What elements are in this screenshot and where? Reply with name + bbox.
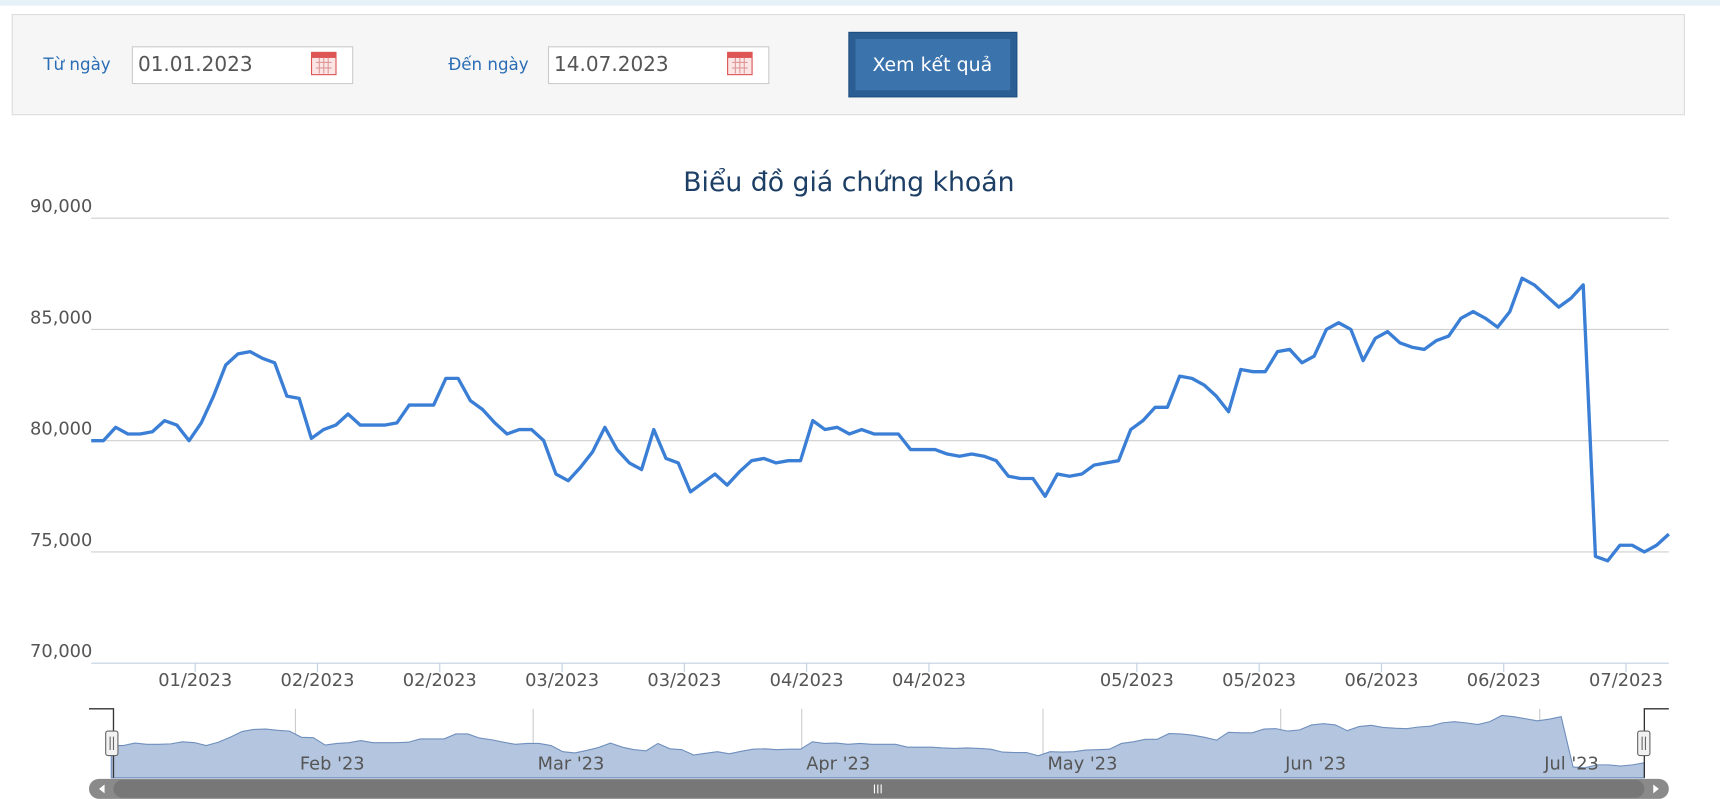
navigator-area xyxy=(110,714,1645,779)
button-face xyxy=(855,39,1011,91)
button-label: Xem kết quả xyxy=(872,54,992,76)
navigator-label: May '23 xyxy=(1047,753,1117,774)
x-tick-label: 06/2023 xyxy=(1344,670,1418,691)
x-tick-label: 05/2023 xyxy=(1222,670,1296,691)
to-value: 14.07.2023 xyxy=(554,52,669,76)
y-tick-label: 75,000 xyxy=(30,530,92,551)
y-tick-label: 90,000 xyxy=(30,196,92,217)
thumb-grip xyxy=(873,784,882,794)
x-tick-label: 06/2023 xyxy=(1467,670,1541,691)
price-line xyxy=(91,276,1670,563)
navigator: Feb '23 Mar '23 Apr '23 May '23 Jun '23 Jul '… xyxy=(110,708,1645,779)
y-tick-label: 80,000 xyxy=(30,419,92,440)
to-calendar[interactable] xyxy=(727,51,753,76)
x-tick-label: 04/2023 xyxy=(892,670,966,691)
plot: 70,000 75,000 80,000 85,000 90,000 01/2023 02/… xyxy=(30,196,1670,691)
navigator-label: Jul '23 xyxy=(1543,753,1599,774)
x-tick-label: 02/2023 xyxy=(403,670,477,691)
from-calendar[interactable] xyxy=(310,51,337,76)
x-tick-label: 07/2023 xyxy=(1589,670,1663,691)
top-strip xyxy=(0,0,1720,6)
right-handle[interactable] xyxy=(1637,730,1651,757)
navigator-label: Jun '23 xyxy=(1284,753,1346,774)
x-tick-label: 05/2023 xyxy=(1100,670,1174,691)
y-tick-label: 85,000 xyxy=(30,307,92,328)
navigator-label: Feb '23 xyxy=(300,753,365,774)
scrollbar-thumb[interactable] xyxy=(113,779,1645,798)
left-handle[interactable] xyxy=(105,730,119,757)
from-value: 01.01.2023 xyxy=(138,52,253,76)
x-tick-label: 04/2023 xyxy=(770,670,844,691)
navigator-label: Mar '23 xyxy=(538,753,605,774)
y-tick-label: 70,000 xyxy=(30,641,92,662)
x-tick-label: 03/2023 xyxy=(647,670,721,691)
x-tick-label: 03/2023 xyxy=(525,670,599,691)
chart-title: Biểu đồ giá chứng khoán xyxy=(683,167,1014,198)
navigator-label: Apr '23 xyxy=(806,753,870,774)
x-tick-label: 02/2023 xyxy=(281,670,355,691)
x-tick-label: 01/2023 xyxy=(158,670,232,691)
from-label: Từ ngày xyxy=(42,55,110,74)
to-label: Đến ngày xyxy=(448,55,528,74)
